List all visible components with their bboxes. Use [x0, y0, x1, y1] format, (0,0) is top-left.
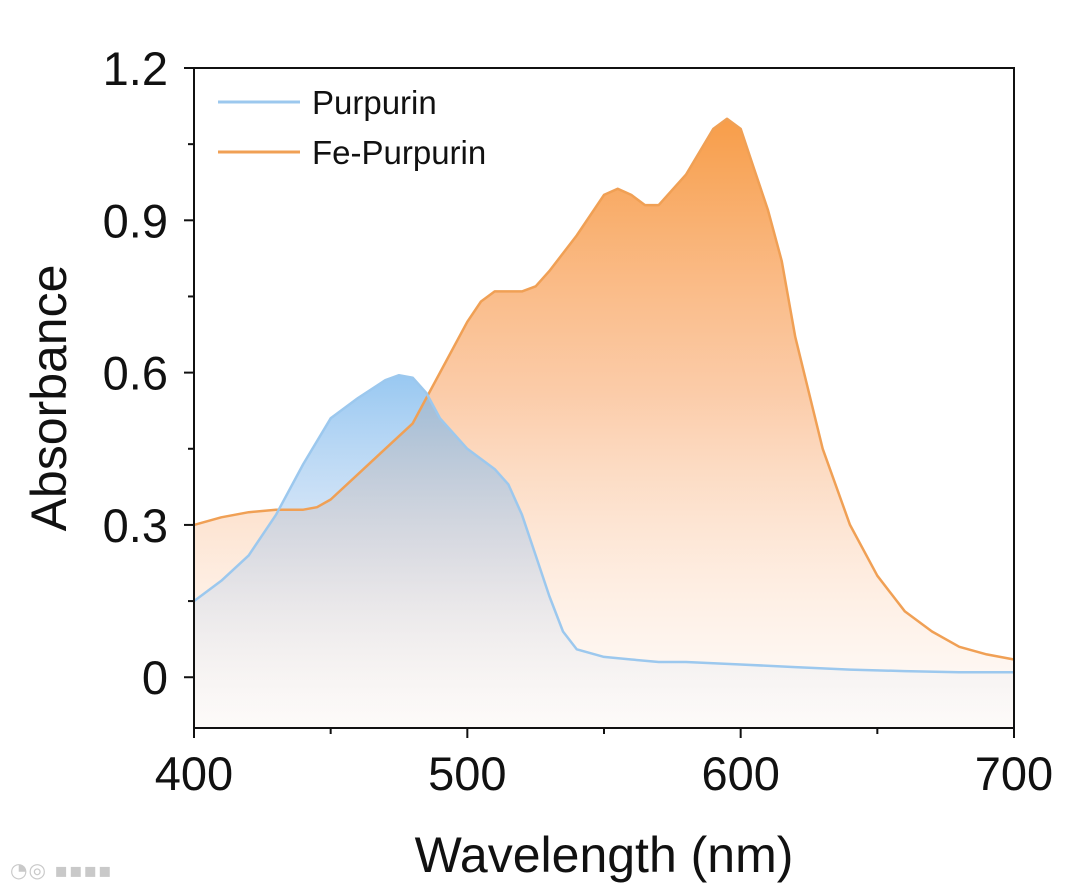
y-tick-label-0.6: 0.6	[103, 347, 168, 400]
y-tick-label-0: 0	[142, 651, 168, 704]
x-axis-title: Wavelength (nm)	[415, 827, 794, 883]
series-area-purpurin	[194, 375, 1014, 728]
watermark-logo: ◔◎ ▪▪▪▪	[10, 858, 113, 882]
y-tick-label-0.3: 0.3	[103, 499, 168, 552]
x-tick-label-600: 600	[701, 747, 779, 800]
legend-label-fe-purpurin: Fe-Purpurin	[312, 134, 486, 171]
series-line-fe-purpurin	[193, 117, 1015, 661]
legend: Purpurin Fe-Purpurin	[218, 84, 486, 171]
y-tick-label-0.9: 0.9	[103, 194, 168, 247]
series-line-purpurin	[193, 373, 1014, 674]
x-tick-label-400: 400	[155, 747, 233, 800]
x-tick-label-500: 500	[428, 747, 506, 800]
y-tick-label-1.2: 1.2	[103, 42, 168, 95]
legend-label-purpurin: Purpurin	[312, 84, 437, 121]
y-axis-title: Absorbance	[21, 265, 77, 532]
x-tick-label-700: 700	[975, 747, 1053, 800]
